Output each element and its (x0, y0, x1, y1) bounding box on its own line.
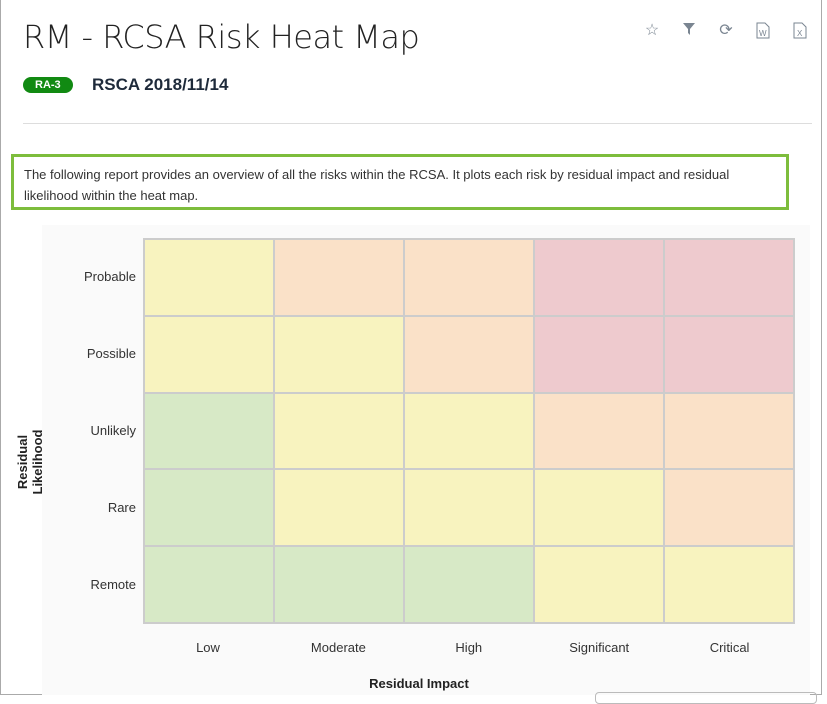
y-tick-label: Probable (83, 269, 136, 284)
heat-cell-medium (534, 469, 664, 547)
heat-cell-low (274, 546, 404, 623)
x-tick-label: High (455, 640, 483, 655)
heat-cell-medium (144, 315, 274, 393)
x-tick-label: Low (196, 640, 220, 655)
heat-cell-medium (404, 392, 534, 470)
heat-cell-low (144, 546, 274, 623)
y-tick-label: Remote (90, 577, 136, 592)
x-tick-label: Critical (709, 640, 750, 655)
y-tick-label: Unlikely (90, 423, 136, 438)
filter-icon[interactable] (680, 22, 698, 40)
excel-export-icon[interactable]: X (791, 22, 809, 40)
heat-cell-medium (274, 392, 404, 470)
panel-edge (595, 692, 817, 704)
heat-cell-low (144, 469, 274, 547)
heat-cell-medium (664, 546, 794, 623)
heat-cell-critical (534, 315, 664, 393)
y-tick-label: Possible (86, 346, 136, 361)
heat-cell-critical (534, 239, 664, 316)
heat-cell-medium (274, 315, 404, 393)
heat-cell-high (274, 239, 404, 316)
heat-cell-medium (144, 239, 274, 316)
heat-cell-high (664, 392, 794, 470)
svg-text:X: X (797, 29, 803, 38)
x-tick-label: Moderate (310, 640, 366, 655)
heat-cell-medium (404, 469, 534, 547)
heat-map-grid (143, 238, 795, 624)
status-badge: RA-3 (23, 77, 73, 93)
heat-cell-medium (534, 546, 664, 623)
heat-cell-critical (664, 315, 794, 393)
y-tick-label: Rare (107, 500, 136, 515)
word-export-icon[interactable]: W (754, 22, 772, 40)
heat-cell-low (144, 392, 274, 470)
heat-cell-high (404, 315, 534, 393)
heat-cell-medium (274, 469, 404, 547)
page-title: RM - RCSA Risk Heat Map (23, 18, 420, 56)
svg-text:W: W (759, 29, 767, 38)
heat-cell-low (404, 546, 534, 623)
heat-cell-critical (664, 239, 794, 316)
report-description: The following report provides an overvie… (11, 154, 789, 210)
y-axis-title: Residual Likelihood (15, 429, 45, 495)
x-axis-title: Residual Impact (369, 676, 469, 691)
divider (23, 123, 812, 124)
heat-cell-high (534, 392, 664, 470)
star-icon[interactable]: ☆ (644, 22, 660, 39)
x-tick-label: Significant (569, 640, 630, 655)
page-subtitle: RSCA 2018/11/14 (92, 75, 229, 94)
refresh-icon[interactable]: ⟳ (719, 22, 733, 39)
heat-cell-high (664, 469, 794, 547)
heat-cell-high (404, 239, 534, 316)
